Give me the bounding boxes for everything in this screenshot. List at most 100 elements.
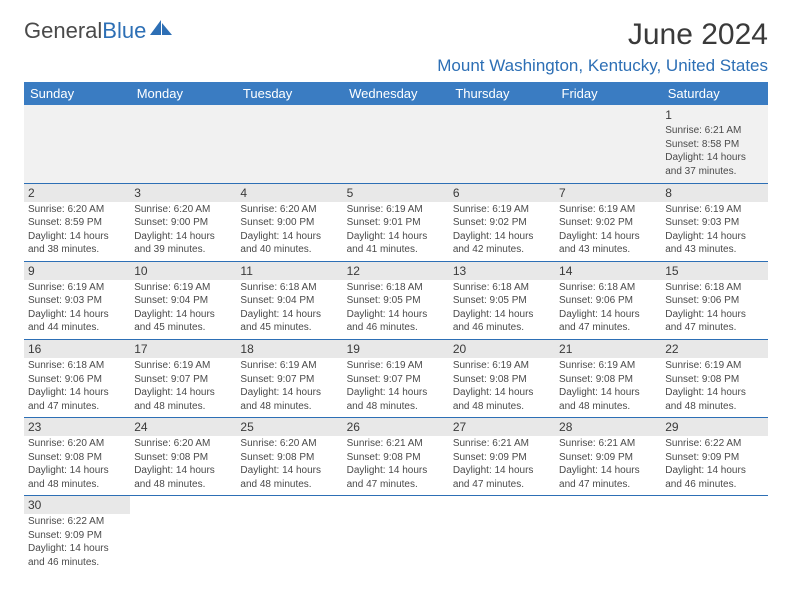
logo: GeneralBlue <box>24 18 174 44</box>
day-number: 29 <box>661 418 767 436</box>
calendar-day-cell: 14Sunrise: 6:18 AMSunset: 9:06 PMDayligh… <box>555 261 661 339</box>
day-details: Sunrise: 6:20 AMSunset: 9:00 PMDaylight:… <box>240 203 338 257</box>
calendar-day-cell: 8Sunrise: 6:19 AMSunset: 9:03 PMDaylight… <box>661 183 767 261</box>
day-number: 7 <box>555 184 661 202</box>
day-number: 22 <box>661 340 767 358</box>
calendar-day-cell: 5Sunrise: 6:19 AMSunset: 9:01 PMDaylight… <box>343 183 449 261</box>
calendar-day-cell: 24Sunrise: 6:20 AMSunset: 9:08 PMDayligh… <box>130 418 236 496</box>
day-number: 24 <box>130 418 236 436</box>
day-details: Sunrise: 6:20 AMSunset: 9:08 PMDaylight:… <box>240 437 338 491</box>
day-number: 15 <box>661 262 767 280</box>
day-number: 16 <box>24 340 130 358</box>
day-number: 3 <box>130 184 236 202</box>
calendar-day-cell <box>236 105 342 183</box>
day-details: Sunrise: 6:19 AMSunset: 9:08 PMDaylight:… <box>665 359 763 413</box>
day-details: Sunrise: 6:19 AMSunset: 9:07 PMDaylight:… <box>134 359 232 413</box>
page-header: GeneralBlue June 2024 Mount Washington, … <box>24 18 768 76</box>
day-number: 25 <box>236 418 342 436</box>
day-header: Tuesday <box>236 82 342 105</box>
calendar-day-cell: 1Sunrise: 6:21 AMSunset: 8:58 PMDaylight… <box>661 105 767 183</box>
day-details: Sunrise: 6:18 AMSunset: 9:04 PMDaylight:… <box>240 281 338 335</box>
calendar-day-cell: 25Sunrise: 6:20 AMSunset: 9:08 PMDayligh… <box>236 418 342 496</box>
day-number: 17 <box>130 340 236 358</box>
day-details: Sunrise: 6:19 AMSunset: 9:08 PMDaylight:… <box>559 359 657 413</box>
day-number: 26 <box>343 418 449 436</box>
calendar-day-cell: 17Sunrise: 6:19 AMSunset: 9:07 PMDayligh… <box>130 339 236 417</box>
calendar-day-cell: 16Sunrise: 6:18 AMSunset: 9:06 PMDayligh… <box>24 339 130 417</box>
calendar-day-cell: 11Sunrise: 6:18 AMSunset: 9:04 PMDayligh… <box>236 261 342 339</box>
day-number: 9 <box>24 262 130 280</box>
day-number: 10 <box>130 262 236 280</box>
day-number: 23 <box>24 418 130 436</box>
day-details: Sunrise: 6:21 AMSunset: 9:08 PMDaylight:… <box>347 437 445 491</box>
day-number: 1 <box>665 107 763 123</box>
day-number: 30 <box>24 496 130 514</box>
calendar-body: 1Sunrise: 6:21 AMSunset: 8:58 PMDaylight… <box>24 105 768 574</box>
calendar-week-row: 1Sunrise: 6:21 AMSunset: 8:58 PMDaylight… <box>24 105 768 183</box>
day-number: 12 <box>343 262 449 280</box>
calendar-day-cell: 19Sunrise: 6:19 AMSunset: 9:07 PMDayligh… <box>343 339 449 417</box>
day-number: 6 <box>449 184 555 202</box>
day-number: 11 <box>236 262 342 280</box>
day-header: Monday <box>130 82 236 105</box>
day-details: Sunrise: 6:19 AMSunset: 9:02 PMDaylight:… <box>453 203 551 257</box>
day-details: Sunrise: 6:20 AMSunset: 9:08 PMDaylight:… <box>134 437 232 491</box>
day-number: 27 <box>449 418 555 436</box>
day-number: 8 <box>661 184 767 202</box>
day-details: Sunrise: 6:20 AMSunset: 9:00 PMDaylight:… <box>134 203 232 257</box>
calendar-day-cell: 13Sunrise: 6:18 AMSunset: 9:05 PMDayligh… <box>449 261 555 339</box>
day-number: 2 <box>24 184 130 202</box>
calendar-day-cell: 7Sunrise: 6:19 AMSunset: 9:02 PMDaylight… <box>555 183 661 261</box>
day-details: Sunrise: 6:18 AMSunset: 9:05 PMDaylight:… <box>453 281 551 335</box>
logo-text-gray: General <box>24 18 102 44</box>
day-number: 4 <box>236 184 342 202</box>
calendar-day-cell: 4Sunrise: 6:20 AMSunset: 9:00 PMDaylight… <box>236 183 342 261</box>
day-details: Sunrise: 6:19 AMSunset: 9:03 PMDaylight:… <box>665 203 763 257</box>
calendar-week-row: 16Sunrise: 6:18 AMSunset: 9:06 PMDayligh… <box>24 339 768 417</box>
calendar-day-cell <box>130 496 236 574</box>
calendar-day-cell: 29Sunrise: 6:22 AMSunset: 9:09 PMDayligh… <box>661 418 767 496</box>
calendar-day-cell <box>449 496 555 574</box>
day-number: 20 <box>449 340 555 358</box>
calendar-week-row: 23Sunrise: 6:20 AMSunset: 9:08 PMDayligh… <box>24 418 768 496</box>
calendar-day-cell: 21Sunrise: 6:19 AMSunset: 9:08 PMDayligh… <box>555 339 661 417</box>
calendar-day-cell: 23Sunrise: 6:20 AMSunset: 9:08 PMDayligh… <box>24 418 130 496</box>
day-number: 14 <box>555 262 661 280</box>
calendar-day-cell: 28Sunrise: 6:21 AMSunset: 9:09 PMDayligh… <box>555 418 661 496</box>
sail-icon <box>148 18 174 44</box>
calendar-day-cell <box>343 105 449 183</box>
day-details: Sunrise: 6:18 AMSunset: 9:05 PMDaylight:… <box>347 281 445 335</box>
location-subtitle: Mount Washington, Kentucky, United State… <box>437 56 768 76</box>
calendar-day-cell: 26Sunrise: 6:21 AMSunset: 9:08 PMDayligh… <box>343 418 449 496</box>
calendar-day-cell: 12Sunrise: 6:18 AMSunset: 9:05 PMDayligh… <box>343 261 449 339</box>
calendar-day-cell: 18Sunrise: 6:19 AMSunset: 9:07 PMDayligh… <box>236 339 342 417</box>
day-details: Sunrise: 6:20 AMSunset: 9:08 PMDaylight:… <box>28 437 126 491</box>
day-details: Sunrise: 6:19 AMSunset: 9:01 PMDaylight:… <box>347 203 445 257</box>
day-details: Sunrise: 6:21 AMSunset: 9:09 PMDaylight:… <box>453 437 551 491</box>
calendar-day-cell <box>343 496 449 574</box>
calendar-day-cell <box>24 105 130 183</box>
day-header: Saturday <box>661 82 767 105</box>
day-number: 18 <box>236 340 342 358</box>
calendar-week-row: 9Sunrise: 6:19 AMSunset: 9:03 PMDaylight… <box>24 261 768 339</box>
day-header: Friday <box>555 82 661 105</box>
calendar-day-cell <box>130 105 236 183</box>
day-details: Sunrise: 6:19 AMSunset: 9:03 PMDaylight:… <box>28 281 126 335</box>
calendar-day-cell <box>661 496 767 574</box>
day-details: Sunrise: 6:21 AMSunset: 9:09 PMDaylight:… <box>559 437 657 491</box>
day-header: Wednesday <box>343 82 449 105</box>
day-details: Sunrise: 6:22 AMSunset: 9:09 PMDaylight:… <box>665 437 763 491</box>
day-details: Sunrise: 6:18 AMSunset: 9:06 PMDaylight:… <box>28 359 126 413</box>
calendar-header-row: SundayMondayTuesdayWednesdayThursdayFrid… <box>24 82 768 105</box>
calendar-day-cell: 6Sunrise: 6:19 AMSunset: 9:02 PMDaylight… <box>449 183 555 261</box>
calendar-day-cell: 20Sunrise: 6:19 AMSunset: 9:08 PMDayligh… <box>449 339 555 417</box>
month-title: June 2024 <box>437 18 768 52</box>
day-details: Sunrise: 6:19 AMSunset: 9:02 PMDaylight:… <box>559 203 657 257</box>
day-details: Sunrise: 6:18 AMSunset: 9:06 PMDaylight:… <box>665 281 763 335</box>
day-details: Sunrise: 6:21 AMSunset: 8:58 PMDaylight:… <box>665 124 763 178</box>
calendar-day-cell: 9Sunrise: 6:19 AMSunset: 9:03 PMDaylight… <box>24 261 130 339</box>
calendar-day-cell <box>555 105 661 183</box>
calendar-day-cell: 3Sunrise: 6:20 AMSunset: 9:00 PMDaylight… <box>130 183 236 261</box>
day-number: 28 <box>555 418 661 436</box>
calendar-day-cell: 10Sunrise: 6:19 AMSunset: 9:04 PMDayligh… <box>130 261 236 339</box>
